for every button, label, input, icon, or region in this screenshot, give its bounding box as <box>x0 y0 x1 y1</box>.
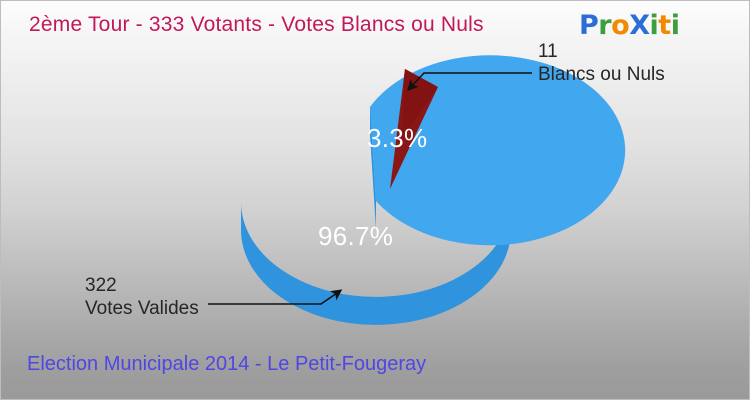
footer-caption: Election Municipale 2014 - Le Petit-Foug… <box>27 353 427 375</box>
callout-valides-value: 322 <box>85 275 117 296</box>
page-title: 2ème Tour - 333 Votants - Votes Blancs o… <box>29 13 484 36</box>
logo-letter-i1: i <box>649 10 659 41</box>
slice-percent-blancs: 3.3% <box>367 123 428 153</box>
logo-letter-x: X <box>629 10 650 41</box>
callout-valides-caption: Votes Valides <box>85 298 199 319</box>
proxiti-logo[interactable]: ProXiti <box>579 10 680 41</box>
slice-valides-top <box>370 55 626 246</box>
slice-valides-side <box>240 106 511 325</box>
callout-blancs-ou-nuls: 11 Blancs ou Nuls <box>538 41 665 87</box>
logo-letter-o: o <box>611 10 630 41</box>
logo-letter-r: r <box>598 10 612 41</box>
callout-blancs-value: 11 <box>538 41 558 62</box>
callout-blancs-caption: Blancs ou Nuls <box>538 64 665 85</box>
slice-percent-valides: 96.7% <box>318 221 394 251</box>
leader-line-blancs <box>407 72 532 92</box>
logo-letter-i2: i <box>670 10 680 41</box>
logo-letter-t: t <box>658 10 671 41</box>
leader-line-valides <box>208 289 343 305</box>
callout-votes-valides: 322 Votes Valides <box>85 275 199 321</box>
logo-letter-p: P <box>579 10 599 41</box>
